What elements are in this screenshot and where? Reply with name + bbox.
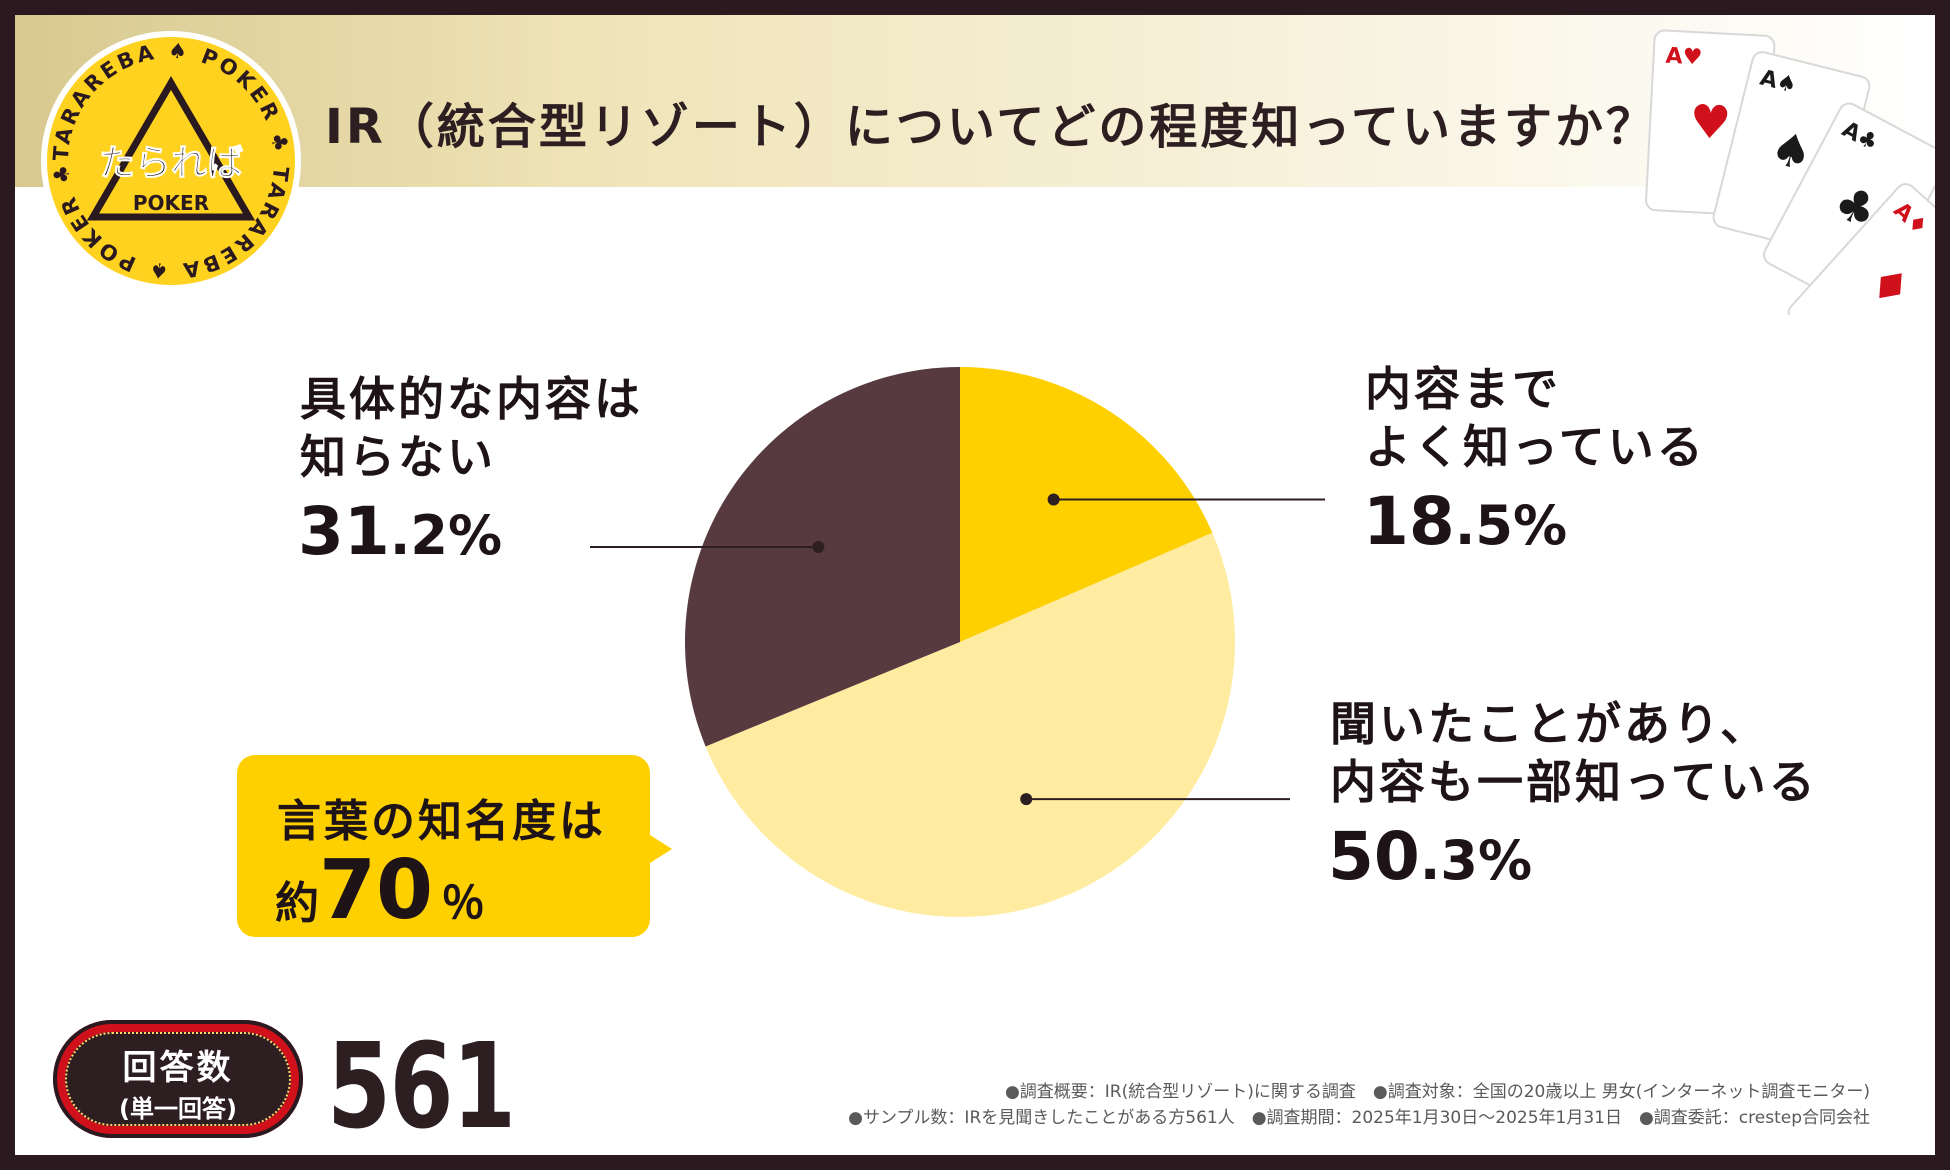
slice-label-heard-partly: 聞いたことがあり、 内容も一部知っている bbox=[1330, 697, 1818, 809]
playing-cards: A♥ ♥ A♠ ♠ A♣ ♣ A♦ ♦ bbox=[1645, 29, 1935, 315]
leader-dot bbox=[1047, 493, 1060, 506]
infographic-frame: TARAREBA ♠ POKER ♣ TARAREBA ♠ POKER ♣ たら… bbox=[15, 15, 1935, 1155]
slice-label-dont-know: 具体的な内容は 知らない bbox=[300, 372, 643, 484]
callout-value: 約70 ％ bbox=[275, 843, 486, 938]
awareness-callout: 言葉の知名度は 約70 ％ bbox=[237, 755, 650, 938]
response-count-badge: 回答数 (単一回答) bbox=[53, 1020, 303, 1138]
slice-pct-dont-know: 31.2% bbox=[298, 493, 503, 570]
card-ace-hearts: A♥ bbox=[1665, 44, 1703, 71]
survey-note-2: ●サンプル数：IRを見聞きしたことがある方561人 ●調査期間：2025年1月3… bbox=[848, 1108, 1870, 1128]
response-count-sub: (単一回答) bbox=[119, 1095, 237, 1123]
svg-text:♥: ♥ bbox=[1688, 94, 1732, 150]
header-band bbox=[15, 15, 1935, 187]
leader-dot bbox=[1020, 793, 1033, 806]
survey-note-1: ●調査概要：IR(統合型リゾート)に関する調査 ●調査対象：全国の20歳以上 男… bbox=[1004, 1082, 1870, 1102]
callout-text: 言葉の知名度は bbox=[277, 796, 606, 847]
callout-tail bbox=[650, 835, 672, 863]
response-count-value: 561 bbox=[327, 1017, 516, 1155]
slice-label-know-well: 内容まで よく知っている bbox=[1365, 362, 1706, 474]
logo-sub: POKER bbox=[133, 191, 209, 215]
page-title: IR（統合型リゾート）についてどの程度知っていますか？ bbox=[325, 99, 1657, 155]
pie-chart bbox=[590, 367, 1325, 917]
pie-slice-dont-know bbox=[684, 367, 960, 747]
pie-slice-know-well bbox=[960, 367, 1213, 642]
response-count-label: 回答数 bbox=[122, 1048, 234, 1088]
tarareba-poker-logo: TARAREBA ♠ POKER ♣ TARAREBA ♠ POKER ♣ たら… bbox=[41, 31, 301, 291]
slice-pct-heard-partly: 50.3% bbox=[1328, 818, 1533, 895]
logo-brand: たられば bbox=[99, 143, 243, 184]
pie-slice-heard-partly bbox=[705, 532, 1235, 917]
leader-dot bbox=[812, 541, 825, 554]
slice-pct-know-well: 18.5% bbox=[1363, 483, 1568, 560]
